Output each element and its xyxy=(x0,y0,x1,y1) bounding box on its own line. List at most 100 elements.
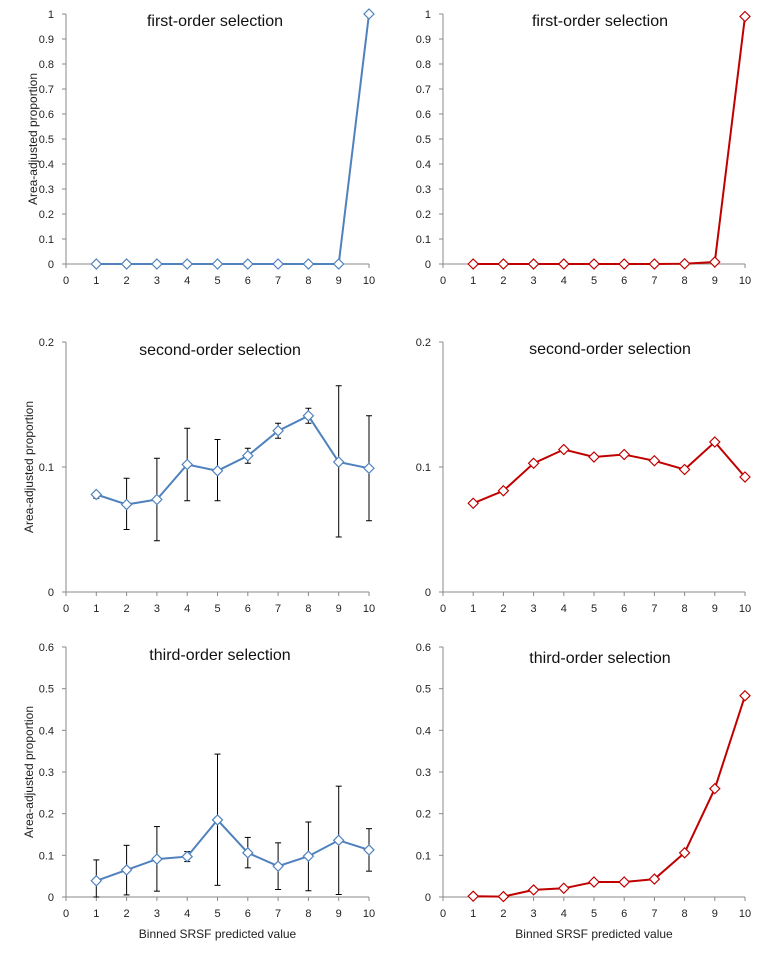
x-axis-label: Binned SRSF predicted value xyxy=(139,927,297,941)
y-tick-label: 0.4 xyxy=(39,725,54,737)
series-line xyxy=(95,414,370,506)
data-point xyxy=(678,257,691,270)
x-tick-label: 8 xyxy=(682,275,688,287)
x-tick-label: 0 xyxy=(63,603,69,615)
y-tick-label: 0.6 xyxy=(416,109,431,121)
data-point xyxy=(497,484,510,497)
x-tick-label: 4 xyxy=(561,275,567,287)
y-tick-label: 0 xyxy=(425,259,431,271)
x-tick-label: 0 xyxy=(63,275,69,287)
x-tick-label: 5 xyxy=(591,908,597,920)
x-tick-label: 6 xyxy=(245,275,251,287)
series-line xyxy=(473,16,746,265)
chart-panel-6: 0 0.1 0.2 0.3 0.4 0.5 0.6 0 1 2 3 4 5 6 7 8 9 10 third-ord… xyxy=(416,642,751,941)
data-point xyxy=(467,890,480,903)
x-tick-label: 1 xyxy=(470,908,476,920)
y-tick-label: 0.6 xyxy=(39,109,54,121)
x-tick-label: 4 xyxy=(184,908,190,920)
chart-panel-4: 0 0.1 0.2 0 1 2 3 4 5 6 7 8 9 10 second-order selectio… xyxy=(416,337,751,615)
x-tick-label: 3 xyxy=(531,908,537,920)
x-tick-label: 2 xyxy=(124,603,130,615)
data-point xyxy=(557,258,570,270)
data-point xyxy=(739,689,751,702)
y-tick-label: 0.2 xyxy=(416,809,431,821)
x-tick-label: 1 xyxy=(93,603,99,615)
data-point xyxy=(648,873,661,885)
x-tick-label: 10 xyxy=(739,908,751,920)
x-tick-label: 8 xyxy=(305,603,311,615)
x-tick-label: 4 xyxy=(184,275,190,287)
data-point xyxy=(618,448,631,461)
x-tick-label: 9 xyxy=(712,275,718,287)
x-tick-label: 2 xyxy=(500,275,506,287)
y-tick-label: 0.9 xyxy=(416,34,431,46)
y-tick-label: 0.2 xyxy=(39,209,54,221)
x-tick-label: 4 xyxy=(184,603,190,615)
data-point xyxy=(332,834,345,847)
x-tick-label: 7 xyxy=(275,275,281,287)
data-point xyxy=(211,814,224,826)
x-tick-label: 10 xyxy=(739,275,751,287)
x-tick-label: 9 xyxy=(712,603,718,615)
data-point xyxy=(497,258,510,270)
x-tick-label: 8 xyxy=(682,908,688,920)
x-tick-label: 5 xyxy=(214,908,220,920)
x-tick-label: 4 xyxy=(561,908,567,920)
y-tick-label: 0.2 xyxy=(39,809,54,821)
data-point xyxy=(497,890,510,903)
data-point xyxy=(332,258,345,270)
x-tick-label: 2 xyxy=(124,275,130,287)
y-tick-label: 0.6 xyxy=(39,642,54,654)
series-line xyxy=(95,818,370,882)
x-tick-label: 5 xyxy=(591,603,597,615)
data-point xyxy=(241,449,254,462)
chart-panel-3: 0 0.1 0.2 0 1 2 3 4 5 6 7 8 9 10 second-order selectio… xyxy=(22,337,375,615)
y-tick-label: 0.4 xyxy=(39,159,54,171)
x-tick-label: 3 xyxy=(154,908,160,920)
chart-title: second-order selection xyxy=(139,342,301,359)
x-tick-label: 7 xyxy=(651,275,657,287)
x-tick-label: 0 xyxy=(440,275,446,287)
data-point xyxy=(302,850,315,863)
x-tick-label: 6 xyxy=(621,908,627,920)
data-point xyxy=(557,443,570,456)
data-point xyxy=(618,876,631,888)
data-point xyxy=(181,258,194,270)
data-point xyxy=(708,782,721,795)
data-point xyxy=(588,258,600,270)
y-tick-label: 0.2 xyxy=(416,337,431,349)
chart-title: third-order selection xyxy=(529,650,670,667)
data-point xyxy=(181,458,194,471)
data-point xyxy=(120,864,133,876)
data-point xyxy=(739,10,751,23)
data-point xyxy=(467,497,480,510)
y-tick-label: 0.5 xyxy=(39,134,54,146)
data-point xyxy=(648,454,661,467)
y-tick-label: 0.9 xyxy=(39,34,54,46)
x-tick-label: 7 xyxy=(651,908,657,920)
x-tick-label: 1 xyxy=(470,275,476,287)
x-tick-label: 3 xyxy=(531,603,537,615)
x-tick-label: 6 xyxy=(621,603,627,615)
chart-title: first-order selection xyxy=(532,13,668,30)
series-line xyxy=(96,13,370,265)
x-tick-label: 0 xyxy=(63,908,69,920)
data-point xyxy=(211,464,224,477)
y-tick-label: 0.7 xyxy=(39,84,54,96)
data-point xyxy=(648,258,661,270)
data-point xyxy=(90,488,103,501)
x-tick-label: 10 xyxy=(363,908,375,920)
y-tick-label: 0.4 xyxy=(416,725,431,737)
x-tick-label: 7 xyxy=(275,603,281,615)
x-tick-label: 6 xyxy=(621,275,627,287)
y-tick-label: 0.5 xyxy=(39,684,54,696)
x-tick-label: 9 xyxy=(336,603,342,615)
y-tick-label: 0.1 xyxy=(39,234,54,246)
y-tick-label: 0 xyxy=(425,892,431,904)
y-tick-label: 0 xyxy=(48,587,54,599)
x-tick-label: 10 xyxy=(363,275,375,287)
data-point xyxy=(588,451,600,463)
x-tick-label: 8 xyxy=(682,603,688,615)
x-tick-label: 8 xyxy=(305,908,311,920)
x-tick-label: 6 xyxy=(245,603,251,615)
